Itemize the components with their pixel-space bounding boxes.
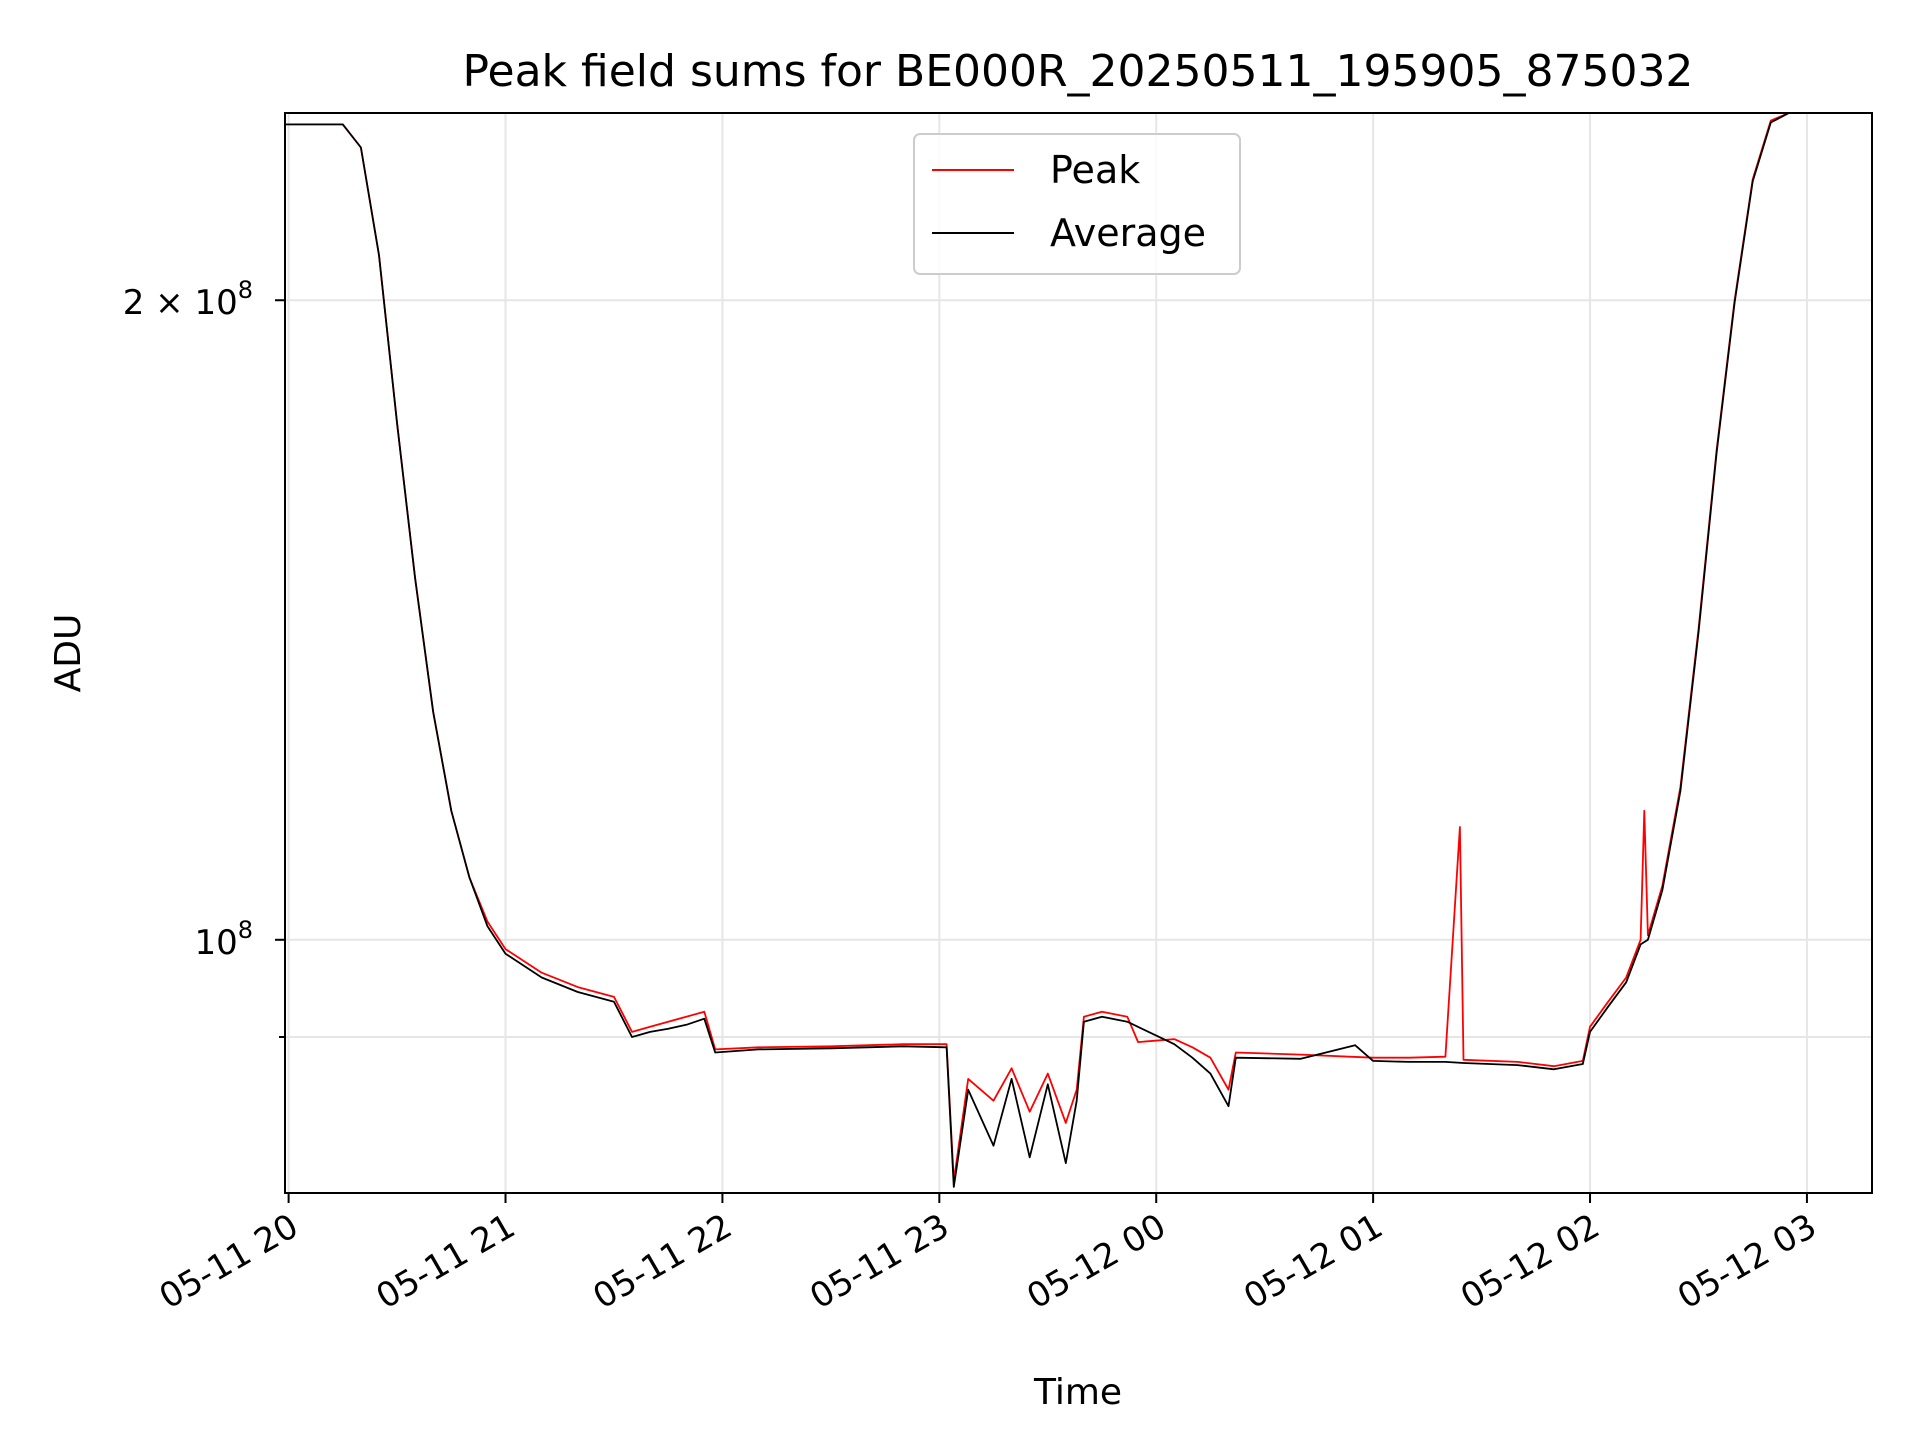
y-axis-label: ADU (48, 614, 89, 693)
y-tick-label: 2 × 108 (123, 276, 253, 323)
x-axis-label: Time (1033, 1372, 1122, 1413)
grid-layer (285, 113, 1872, 1193)
series-line-average (285, 112, 1790, 1188)
legend: Peak Average (913, 133, 1241, 275)
series-layer (285, 112, 1790, 1188)
chart-title: Peak field sums for BE000R_20250511_1959… (463, 46, 1694, 97)
y-tick-label: 108 (194, 916, 253, 963)
legend-label-peak: Peak (1050, 148, 1140, 192)
plot-frame (284, 112, 1873, 1194)
legend-label-average: Average (1050, 211, 1206, 255)
